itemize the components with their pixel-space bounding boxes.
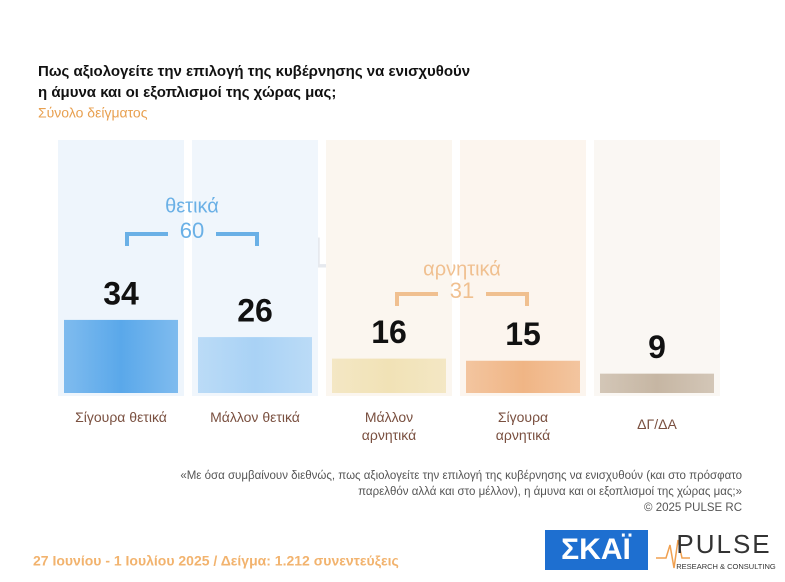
category-label: Σίγουρα θετικά xyxy=(75,409,167,425)
bar xyxy=(466,360,580,393)
subtitle: Σύνολο δείγματος xyxy=(38,105,148,121)
bar xyxy=(600,373,714,393)
group-name: αρνητικά xyxy=(423,258,501,280)
category-label: Μάλλον θετικά xyxy=(210,409,300,425)
bar xyxy=(64,319,178,393)
bar xyxy=(198,337,312,393)
value-label: 26 xyxy=(237,293,273,329)
title-line: η άμυνα και οι εξοπλισμοί της χώρας μας; xyxy=(38,84,336,101)
category-label: ΔΓ/ΔΑ xyxy=(637,416,677,432)
group-bracket xyxy=(125,232,259,246)
pulse-tagline: RESEARCH & CONSULTING xyxy=(676,562,776,571)
value-label: 15 xyxy=(505,316,541,352)
group-name: θετικά xyxy=(165,195,219,217)
footnote-line: «Με όσα συμβαίνουν διεθνώς, πως αξιολογε… xyxy=(180,470,742,482)
category-label: Μάλλον αρνητικά xyxy=(361,409,417,443)
value-label: 16 xyxy=(371,314,407,350)
value-label: 34 xyxy=(103,275,139,311)
group-value: 31 xyxy=(450,278,474,303)
title-line: Πως αξιολογείτε την επιλογή της κυβέρνησ… xyxy=(38,63,470,80)
group-value: 60 xyxy=(180,218,204,243)
column-background xyxy=(326,140,452,396)
footnote-line: παρελθόν αλλά και στο μέλλον), η άμυνα κ… xyxy=(358,486,742,498)
copyright: © 2025 PULSE RC xyxy=(644,502,742,514)
bar xyxy=(332,358,446,393)
column-background xyxy=(594,140,720,396)
group-bracket xyxy=(395,292,529,306)
pulse-logo-mark xyxy=(656,539,690,569)
fieldwork: 27 Ιουνίου - 1 Ιουλίου 2025 / Δείγμα: 1.… xyxy=(33,553,399,569)
column-background xyxy=(460,140,586,396)
skai-logo: ΣΚΑΪ xyxy=(561,533,631,566)
pulse-logo: PULSE xyxy=(676,529,771,559)
skai-logo-box xyxy=(545,530,648,570)
category-label: Σίγουρα αρνητικά xyxy=(495,409,551,443)
value-label: 9 xyxy=(648,329,666,365)
